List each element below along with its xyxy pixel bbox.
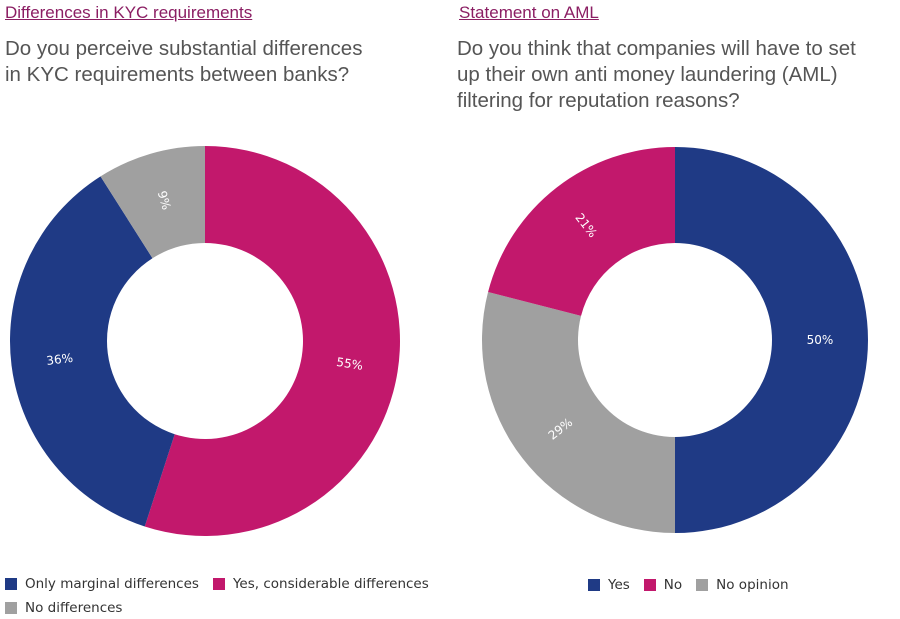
aml-panel: Statement on AML Do you think that compa… [452, 0, 900, 619]
slice-no-opinion [482, 292, 675, 533]
slice-yes-considerable-differences [144, 146, 401, 536]
slice-yes [675, 147, 868, 533]
legend-label: No differences [25, 600, 123, 616]
aml-legend-item-yes: Yes [588, 575, 630, 595]
kyc-legend: Only marginal differences Yes, considerab… [5, 574, 445, 618]
kyc-legend-item-no-differences: No differences [5, 598, 122, 618]
kyc-legend-item-yes-considerable-differences: Yes, considerable differences [212, 574, 429, 594]
slice-no-differences [100, 146, 205, 259]
aml-section-title[interactable]: Statement on AML [459, 3, 599, 22]
legend-label: Yes [608, 577, 630, 593]
kyc-panel: Differences in KYC requirements Do you p… [0, 0, 440, 619]
slice-label-yes-considerable-differences: 55% [335, 355, 364, 373]
legend-label: No opinion [716, 577, 789, 593]
kyc-donut-chart: 55% 36% 9% [10, 146, 401, 536]
legend-swatch [588, 579, 600, 591]
legend-swatch [5, 578, 17, 590]
legend-swatch [696, 579, 709, 591]
aml-donut-chart: 50%29%21% [482, 147, 868, 533]
kyc-section-title[interactable]: Differences in KYC requirements [5, 3, 253, 22]
slice-label-only-marginal-differences: 36% [46, 351, 74, 368]
aml-legend-item-no-opinion: No opinion [696, 575, 789, 595]
slice-label-yes: 50% [807, 333, 834, 347]
legend-label: No [663, 577, 683, 593]
slice-label-no-differences: 9% [155, 189, 174, 211]
legend-swatch [5, 602, 17, 614]
legend-label: Only marginal differences [25, 576, 199, 592]
aml-legend-item-no: No [643, 575, 683, 595]
kyc-question: Do you perceive substantial differences … [5, 37, 363, 86]
legend-label: Yes, considerable differences [232, 576, 429, 592]
legend-swatch [212, 578, 225, 590]
kyc-legend-item-only-marginal-differences: Only marginal differences [5, 574, 199, 594]
aml-question: Do you think that companies will have to… [457, 37, 856, 112]
slice-no [488, 147, 675, 316]
slice-only-marginal-differences [10, 176, 175, 527]
aml-legend: Yes No No opinion [588, 575, 888, 595]
legend-swatch [643, 579, 656, 591]
